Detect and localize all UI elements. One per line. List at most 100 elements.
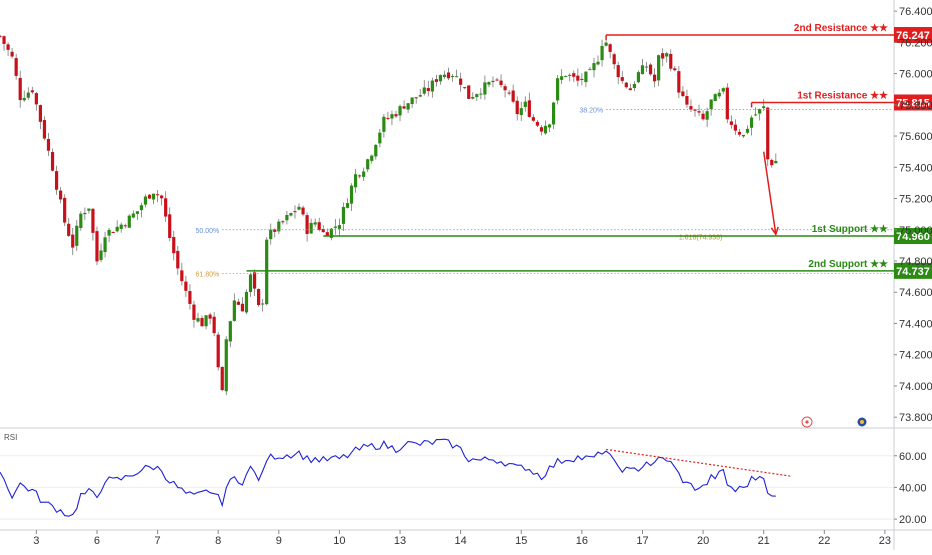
candle-body	[539, 127, 544, 132]
candle-body	[289, 213, 293, 216]
candle-body	[168, 214, 172, 238]
candle-body	[261, 303, 265, 305]
candle-body	[341, 206, 346, 224]
candle-body	[523, 101, 527, 108]
candle-body	[455, 76, 459, 78]
candle-body	[131, 213, 135, 218]
candle-body	[762, 106, 766, 109]
level-price-label: 75.815	[896, 97, 930, 109]
time-tick-label: 20	[697, 535, 709, 547]
candle-body	[741, 134, 746, 137]
candle-body	[374, 144, 378, 157]
price-tick-label: 76.200	[899, 37, 932, 49]
candle-body	[337, 225, 342, 229]
candle-body	[584, 71, 588, 83]
candle-body	[204, 315, 208, 327]
candle-body	[390, 114, 394, 119]
price-tick-label: 74.600	[899, 287, 932, 299]
candle-body	[123, 225, 127, 227]
candle-body	[564, 75, 568, 77]
candle-body	[83, 212, 87, 215]
candle-body	[705, 111, 709, 120]
flag-marker-center-icon	[860, 420, 864, 424]
candle-body	[503, 86, 507, 91]
candle-body	[22, 97, 26, 101]
candle-body	[91, 208, 95, 233]
candle-body	[604, 42, 608, 46]
price-tick-label: 75.600	[899, 131, 932, 143]
rsi-divergence-trendline	[606, 448, 793, 477]
candle-body	[143, 196, 148, 205]
price-tick-label: 76.000	[899, 69, 932, 81]
candle-body	[418, 95, 422, 97]
candle-body	[721, 88, 725, 92]
candle-body	[774, 160, 778, 164]
candle-body	[422, 87, 426, 94]
candle-body	[640, 65, 645, 75]
candle-body	[438, 75, 443, 82]
candle-body	[495, 79, 499, 81]
candle-body	[127, 215, 131, 228]
level-label: 1st Support ★★	[812, 224, 888, 235]
candle-body	[596, 61, 600, 65]
candle-body	[560, 76, 564, 80]
candle-body	[770, 159, 774, 166]
price-tick-label: 75.800	[899, 100, 932, 112]
candle-body	[673, 68, 677, 71]
candle-body	[345, 203, 350, 208]
candle-body	[697, 111, 701, 113]
fib-level-label: 50.00%	[195, 228, 219, 235]
candle-body	[576, 75, 580, 81]
candle-body	[196, 318, 200, 322]
time-tick-label: 6	[94, 535, 100, 547]
candle-body	[479, 93, 483, 95]
candle-body	[402, 106, 406, 109]
candle-body	[135, 211, 139, 214]
candle-body	[38, 105, 43, 122]
level-price-badge	[894, 262, 932, 279]
candle-body	[624, 82, 628, 88]
candle-body	[378, 132, 382, 144]
candle-body	[677, 71, 681, 93]
candle-body	[749, 117, 754, 128]
candle-body	[628, 88, 632, 91]
rsi-tick-label: 20.00	[899, 514, 927, 526]
price-tick-label: 75.000	[899, 225, 932, 237]
price-tick-label: 75.400	[899, 162, 932, 174]
candle-body	[463, 87, 467, 89]
candle-body	[180, 270, 184, 282]
fib-level-label: 38.20%	[579, 108, 603, 115]
candle-body	[200, 317, 204, 327]
candle-body	[665, 53, 669, 57]
candle-body	[87, 208, 91, 211]
candle-body	[115, 226, 119, 232]
candle-body	[370, 155, 374, 161]
candle-body	[632, 83, 636, 89]
candle-body	[6, 44, 10, 50]
axes: 73.800 74.000 74.200 74.400 74.600 74.800 75.0…	[33, 6, 932, 547]
candle-body	[459, 78, 463, 85]
candle-body	[176, 250, 180, 269]
rsi-series-line	[0, 438, 776, 517]
candle-body	[511, 90, 515, 102]
price-tick-label: 74.000	[899, 381, 932, 393]
candle-body	[147, 194, 152, 199]
candle-body	[685, 96, 689, 105]
candle-body	[224, 339, 228, 392]
time-tick-label: 16	[576, 535, 588, 547]
candle-body	[426, 87, 430, 92]
candle-body	[394, 114, 398, 117]
candle-body	[333, 226, 337, 228]
candle-body	[71, 234, 75, 248]
candle-body	[67, 223, 71, 236]
candle-body	[95, 231, 99, 262]
candle-body	[172, 237, 176, 254]
candle-body	[414, 97, 418, 99]
level-label: 2nd Support ★★	[808, 259, 888, 270]
candle-body	[63, 197, 67, 223]
candle-body	[358, 175, 362, 177]
candle-body	[111, 232, 115, 234]
candle-body	[608, 44, 612, 52]
candle-body	[568, 74, 572, 76]
